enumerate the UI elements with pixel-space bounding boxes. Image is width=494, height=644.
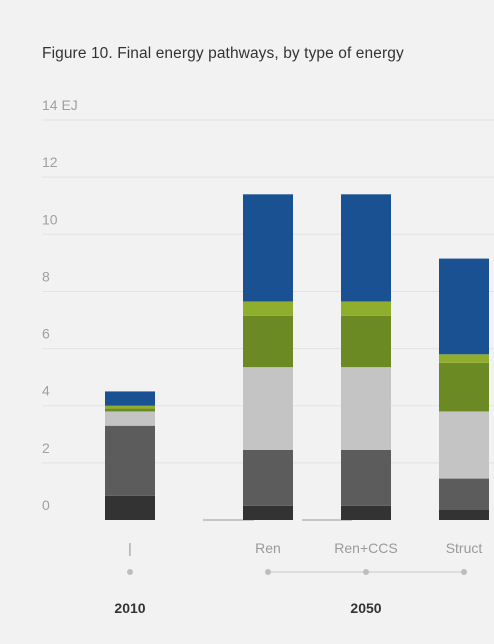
category-dot xyxy=(461,569,467,575)
y-tick-label: 6 xyxy=(42,326,50,342)
bar-segment xyxy=(341,315,391,368)
category-label: | xyxy=(128,540,132,556)
bar-segment xyxy=(439,258,489,355)
bar-segment xyxy=(341,450,391,506)
bar-segment xyxy=(439,354,489,363)
y-tick-label: 0 xyxy=(42,497,50,513)
bar-segment xyxy=(341,301,391,316)
bar-segment xyxy=(341,505,391,520)
category-dot xyxy=(265,569,271,575)
bar-segment xyxy=(105,411,155,426)
category-label: Ren+CCS xyxy=(334,540,397,556)
category-dot xyxy=(363,569,369,575)
chart-title: Figure 10. Final energy pathways, by typ… xyxy=(42,45,404,62)
bar-segment xyxy=(439,478,489,511)
bar-segment xyxy=(243,315,293,368)
group-label: 2050 xyxy=(350,600,381,616)
y-tick-label: 14 EJ xyxy=(42,97,78,113)
bar-segment xyxy=(243,301,293,316)
bar-segment xyxy=(105,495,155,520)
bar-segment xyxy=(243,450,293,506)
bar-segment xyxy=(105,405,155,409)
bar-segment xyxy=(243,505,293,520)
category-label: Ren xyxy=(255,540,281,556)
bar-segment xyxy=(243,367,293,451)
bar-segment xyxy=(105,408,155,412)
bar-segment xyxy=(439,510,489,520)
bar-segment xyxy=(439,362,489,412)
category-dot xyxy=(127,569,133,575)
bar-segment xyxy=(341,367,391,451)
bar-segment xyxy=(105,425,155,496)
group-label: 2010 xyxy=(114,600,145,616)
category-label: Struct xyxy=(446,540,483,556)
bar-segment xyxy=(439,411,489,479)
y-tick-label: 8 xyxy=(42,268,50,284)
y-tick-label: 2 xyxy=(42,440,50,456)
bar-segment xyxy=(105,391,155,406)
bar-segment xyxy=(243,194,293,302)
y-tick-label: 10 xyxy=(42,211,58,227)
bar-segment xyxy=(341,194,391,302)
y-tick-label: 4 xyxy=(42,383,50,399)
y-tick-label: 12 xyxy=(42,154,58,170)
